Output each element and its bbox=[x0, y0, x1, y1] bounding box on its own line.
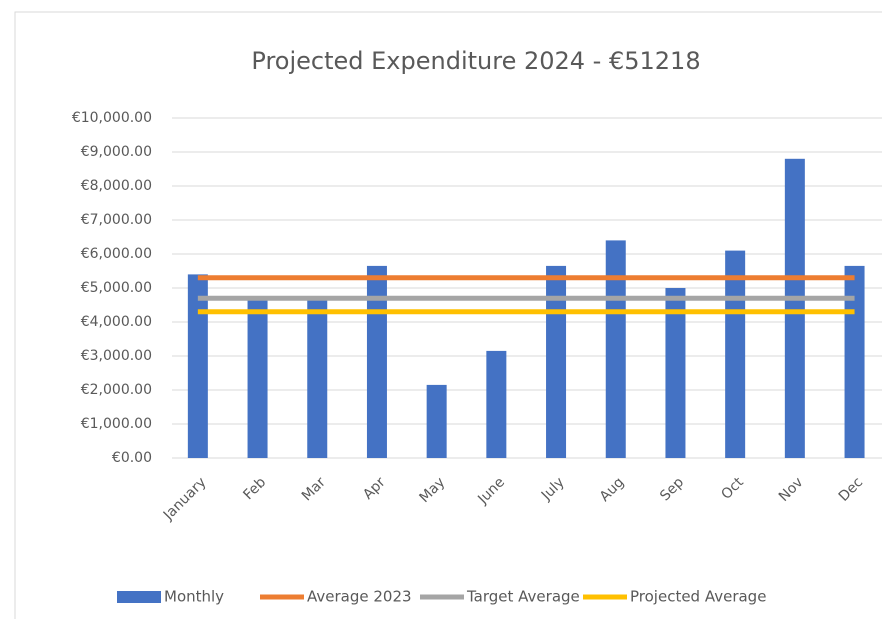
y-tick-label: €3,000.00 bbox=[81, 348, 152, 364]
bar bbox=[486, 350, 507, 458]
bar bbox=[784, 158, 805, 459]
legend-swatch bbox=[117, 591, 161, 603]
chart-title: Projected Expenditure 2024 - €51218 bbox=[251, 47, 700, 75]
bar bbox=[426, 384, 447, 458]
y-tick-label: €10,000.00 bbox=[72, 110, 152, 126]
legend-label: Target Average bbox=[466, 588, 580, 606]
y-tick-label: €8,000.00 bbox=[81, 178, 152, 194]
bar bbox=[725, 250, 746, 458]
y-tick-label: €7,000.00 bbox=[81, 212, 152, 228]
bar bbox=[546, 265, 567, 458]
y-tick-label: €4,000.00 bbox=[81, 314, 152, 330]
legend-label: Projected Average bbox=[630, 588, 766, 606]
bar bbox=[844, 265, 865, 458]
bar bbox=[187, 274, 208, 458]
bar bbox=[307, 298, 328, 458]
y-tick-label: €6,000.00 bbox=[81, 246, 152, 262]
legend-label: Average 2023 bbox=[307, 588, 412, 606]
bar bbox=[665, 288, 686, 458]
y-tick-label: €5,000.00 bbox=[81, 280, 152, 296]
bar bbox=[247, 298, 268, 458]
bar bbox=[605, 240, 626, 458]
legend-label: Monthly bbox=[164, 588, 224, 606]
y-tick-label: €9,000.00 bbox=[81, 144, 152, 160]
bar bbox=[366, 265, 387, 458]
y-tick-label: €0.00 bbox=[112, 450, 152, 466]
y-tick-label: €1,000.00 bbox=[81, 416, 152, 432]
y-tick-label: €2,000.00 bbox=[81, 382, 152, 398]
